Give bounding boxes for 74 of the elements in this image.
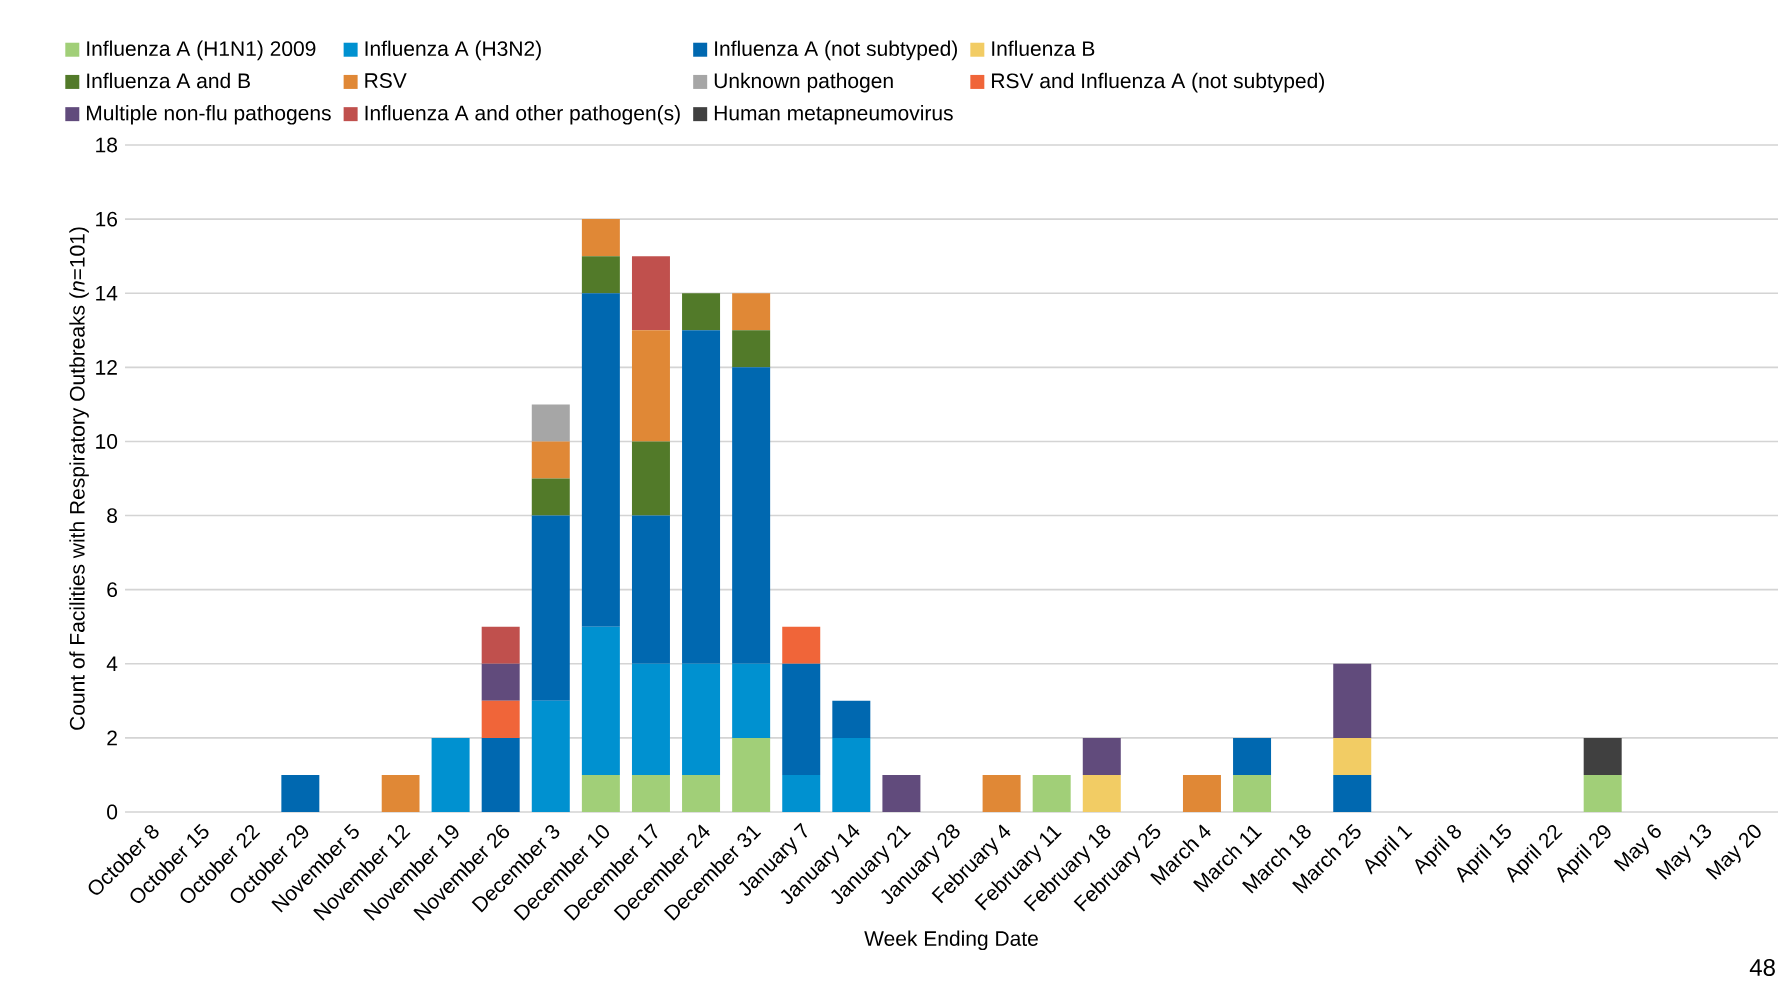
legend-label: RSV and Influenza A (not subtyped): [992, 72, 1324, 93]
bar: [631, 663, 670, 775]
bar: [682, 293, 721, 331]
bar: [982, 774, 1021, 812]
legend-label: Influenza A (not subtyped): [715, 40, 957, 61]
y-tick-label: 8: [107, 508, 118, 523]
legend-label: Influenza B: [992, 40, 1095, 57]
bar: [481, 737, 520, 812]
bar: [1333, 774, 1372, 812]
legend-label: RSV: [365, 73, 407, 88]
bar: [381, 774, 420, 812]
bar: [732, 293, 771, 331]
bar: [531, 515, 570, 701]
legend-label: Multiple non-flu pathogens: [87, 105, 331, 125]
y-tick-label: 16: [96, 211, 118, 227]
bar: [1333, 663, 1372, 738]
legend-label: Influenza A (H1N1) 2009: [87, 40, 316, 61]
y-tick-label: 0: [107, 804, 118, 820]
bar: [732, 330, 771, 368]
bar: [1333, 737, 1372, 775]
bar: [1583, 737, 1622, 775]
bar: [581, 774, 620, 812]
legend-label: Influenza A (H3N2): [365, 40, 541, 61]
y-tick-label: 14: [96, 286, 118, 301]
bar: [832, 700, 871, 738]
bar: [581, 626, 620, 775]
legend-label: Influenza A and other pathogen(s): [365, 105, 680, 125]
text: 48: [1749, 958, 1775, 976]
bar: [1182, 774, 1221, 812]
bar: [481, 663, 520, 701]
bar: [782, 774, 821, 812]
bar: [1233, 737, 1272, 775]
bar: [531, 478, 570, 516]
bar: [631, 515, 670, 664]
bar: [281, 774, 320, 812]
bar: [832, 737, 871, 812]
bar: [531, 441, 570, 479]
bar: [481, 700, 520, 738]
bar: [581, 256, 620, 294]
bar: [1082, 774, 1121, 812]
y-tick-label: 12: [96, 360, 117, 375]
y-tick-label: 6: [107, 582, 118, 598]
bar: [531, 404, 570, 442]
bar: [631, 774, 670, 812]
legend-label: Human metapneumovirus: [714, 105, 953, 125]
bar: [531, 700, 570, 812]
bar: [1233, 774, 1272, 812]
bar: [732, 737, 771, 812]
bar: [732, 663, 771, 738]
bar: [782, 663, 821, 775]
bar: [882, 774, 921, 812]
y-tick-label: 2: [107, 730, 117, 746]
bar: [682, 330, 721, 664]
y-axis-title: Count of Facilities with Respiratory Outbreaks (n=101): [69, 227, 89, 730]
bar: [631, 330, 670, 442]
legend-label: Unknown pathogen: [714, 72, 893, 93]
bar: [732, 367, 771, 664]
y-tick-label: 18: [96, 137, 118, 153]
bar: [1032, 774, 1071, 812]
bar: [682, 774, 721, 812]
bar: [682, 663, 721, 775]
bar: [1583, 774, 1622, 812]
y-tick-label: 4: [106, 656, 118, 671]
bar: [581, 293, 620, 627]
x-axis-title: Week Ending Date: [864, 930, 1038, 951]
bar: [581, 219, 620, 257]
bar: [782, 626, 821, 664]
legend-label: Influenza A and B: [87, 72, 250, 89]
bar: [1082, 737, 1121, 775]
bar: [631, 256, 670, 331]
y-tick-label: 10: [96, 434, 118, 449]
bar: [631, 441, 670, 516]
bar: [481, 626, 520, 664]
bar: [431, 737, 470, 812]
